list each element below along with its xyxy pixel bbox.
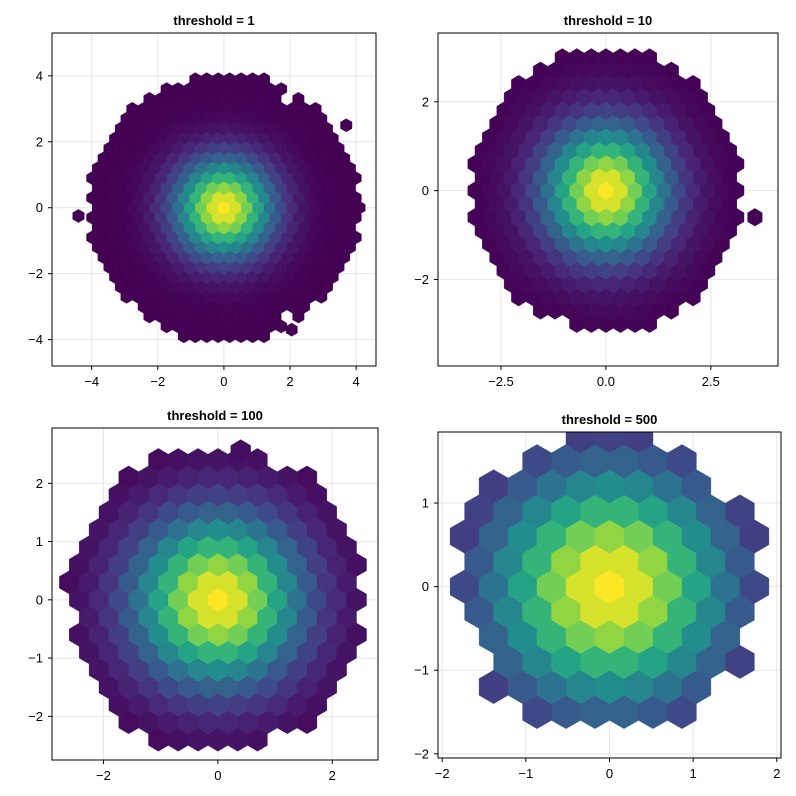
- hexbin-cell: [340, 118, 353, 133]
- y-tick-label: 4: [36, 68, 43, 83]
- x-tick-label: 1: [690, 766, 697, 781]
- panel-title: threshold = 100: [167, 408, 263, 423]
- panel-title: threshold = 1: [173, 13, 254, 28]
- hexbin-cell: [275, 82, 288, 96]
- hexbin-layer: [449, 432, 770, 729]
- x-tick-label: −2: [150, 374, 165, 389]
- plot-frame: [51, 32, 377, 367]
- y-tick-label: 1: [422, 496, 429, 511]
- y-tick-label: 2: [36, 476, 43, 491]
- hexbin-cell: [230, 439, 251, 464]
- y-tick-label: 0: [36, 200, 43, 215]
- x-tick-label: 0.0: [597, 374, 615, 389]
- y-tick-label: 0: [36, 592, 43, 607]
- hexbin-cell: [72, 209, 85, 223]
- panel-title: threshold = 10: [564, 13, 653, 28]
- panel-2: −2.5 0.0 2.5 −2 0 2 threshold = 10: [414, 13, 779, 389]
- x-tick-label: 2.5: [702, 374, 720, 389]
- y-tick-label: −2: [28, 266, 43, 281]
- hexbin-cell: [292, 92, 305, 106]
- x-tick-label: −2.5: [488, 374, 514, 389]
- panel-1: −4 −2 0 2 4 −4 −2 0 2 4 threshold = 1: [28, 13, 377, 389]
- x-tick-label: −4: [84, 374, 99, 389]
- y-tick-label: −2: [414, 746, 429, 761]
- hexbin-layer: [59, 439, 367, 752]
- hexbin-cell: [353, 200, 366, 215]
- y-tick-label: 0: [422, 183, 429, 198]
- x-tick-label: 2: [773, 766, 780, 781]
- hexbin-layer: [467, 48, 763, 333]
- panel-title: threshold = 500: [562, 412, 658, 427]
- y-tick-label: −4: [28, 332, 43, 347]
- x-tick-label: 2: [329, 768, 336, 783]
- hexbin-cell: [663, 61, 679, 80]
- hexbin-cell: [623, 432, 654, 454]
- hexbin-cell: [309, 101, 322, 116]
- y-tick-label: −1: [28, 651, 43, 666]
- hexbin-cell: [667, 444, 697, 479]
- x-tick-label: −1: [518, 766, 533, 781]
- hexbin-cell: [247, 448, 268, 472]
- y-tick-label: −2: [28, 709, 43, 724]
- x-tick-label: −2: [435, 766, 450, 781]
- y-tick-label: −2: [414, 272, 429, 287]
- y-tick-label: 2: [422, 94, 429, 109]
- y-tick-label: 1: [36, 534, 43, 549]
- y-tick-label: 0: [422, 579, 429, 594]
- plot-frame: [437, 32, 779, 367]
- hexbin-cell: [642, 48, 657, 67]
- hexbin-cell: [725, 494, 755, 529]
- y-tick-label: −1: [414, 663, 429, 678]
- hexbin-cell: [296, 465, 318, 490]
- hexbin-cell: [258, 72, 270, 87]
- x-tick-label: 2: [286, 374, 293, 389]
- y-tick-label: 2: [36, 134, 43, 149]
- plot-frame: [51, 427, 379, 761]
- hexbin-cell: [285, 322, 298, 337]
- x-tick-label: 4: [353, 374, 360, 389]
- x-tick-label: 0: [606, 766, 613, 781]
- x-tick-label: 0: [220, 374, 227, 389]
- hexbin-layer: [72, 72, 366, 344]
- panel-4: −2 −1 0 1 2 −2 −1 0 1 threshold = 500: [414, 412, 782, 781]
- x-tick-label: 0: [214, 768, 221, 783]
- hexbin-cell: [747, 208, 763, 227]
- x-tick-label: −2: [96, 768, 111, 783]
- panel-3: −2 0 2 −2 −1 0 1 2 threshold = 100: [28, 408, 379, 783]
- hexbin-cell: [685, 74, 701, 94]
